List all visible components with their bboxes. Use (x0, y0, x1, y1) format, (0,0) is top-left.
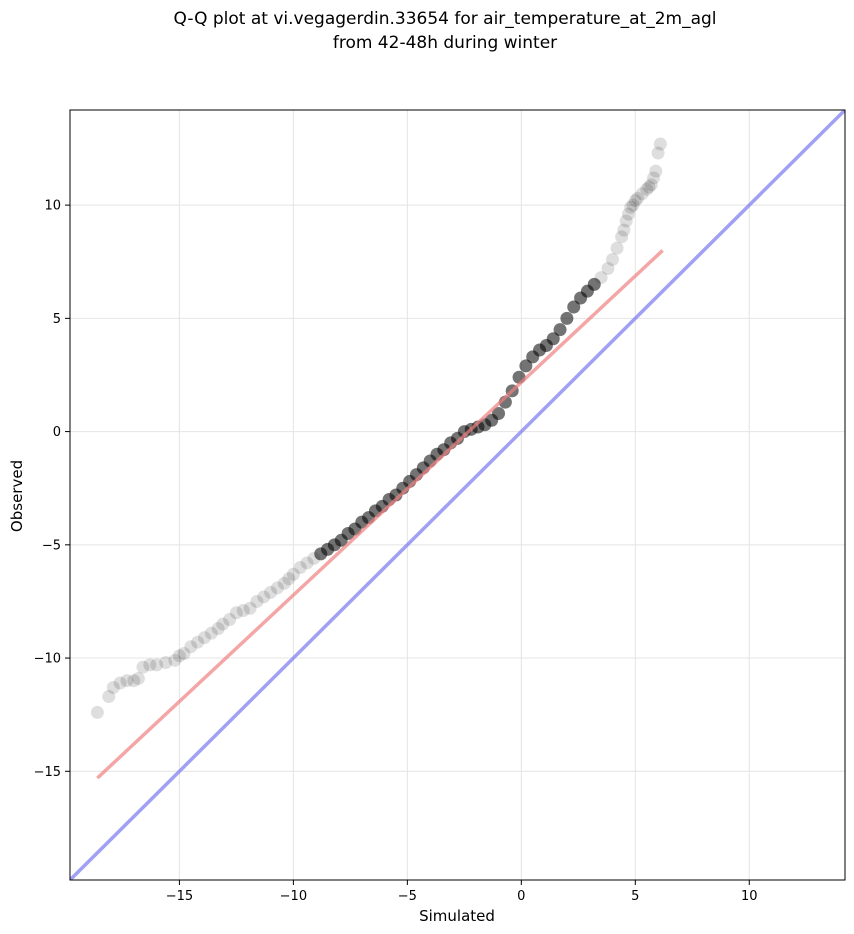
data-point (624, 200, 638, 214)
x-axis-label: Simulated (419, 907, 495, 925)
x-tick-label: −10 (280, 889, 307, 904)
data-point (553, 323, 567, 337)
data-point (567, 300, 581, 314)
data-point (243, 601, 257, 615)
data-point (264, 585, 278, 599)
data-point (229, 606, 243, 620)
data-point (172, 649, 186, 663)
data-point (619, 214, 633, 228)
data-point (168, 653, 182, 667)
data-point (106, 681, 120, 694)
data-point (136, 660, 150, 674)
data-point (211, 622, 225, 636)
data-point (216, 617, 230, 631)
data-point (594, 271, 608, 285)
data-point (120, 674, 134, 688)
data-point (628, 194, 642, 208)
y-axis-label: Observed (8, 460, 26, 532)
data-point (651, 146, 665, 160)
data-point (644, 178, 658, 192)
chart-title-line-2: from 42-48h during winter (333, 33, 557, 53)
data-point (587, 277, 601, 291)
y-tick-label: 10 (44, 199, 61, 214)
data-point (560, 311, 574, 325)
y-tick-label: −10 (34, 652, 61, 667)
plot-area (70, 110, 845, 880)
data-point (631, 191, 645, 205)
y-tick-label: −5 (42, 538, 61, 553)
data-point (204, 626, 218, 640)
data-point (647, 171, 661, 185)
data-point (131, 671, 145, 685)
data-point (250, 594, 264, 608)
x-tick-label: −5 (398, 889, 417, 904)
data-point (277, 576, 291, 590)
data-point (236, 604, 250, 617)
data-point (270, 581, 284, 595)
data-point (282, 572, 296, 586)
data-point (492, 406, 506, 420)
data-point (191, 635, 205, 649)
data-point (90, 705, 104, 719)
data-point (519, 359, 533, 373)
data-point (621, 207, 635, 221)
data-point (150, 658, 164, 672)
data-point (184, 640, 198, 654)
x-tick-label: 10 (741, 889, 758, 904)
fit-line (96, 249, 664, 780)
data-point (649, 164, 663, 178)
x-tick-label: −15 (166, 889, 193, 904)
data-point (615, 230, 629, 244)
data-point (177, 647, 191, 661)
data-point (300, 556, 314, 570)
data-point (293, 560, 307, 574)
y-axis-ticks: −15 −10 −5 0 5 10 (34, 199, 70, 780)
data-point (601, 262, 615, 276)
data-point (223, 613, 237, 627)
x-tick-label: 5 (631, 889, 639, 904)
data-point (610, 241, 624, 255)
x-tick-label: 0 (517, 889, 525, 904)
data-point (113, 676, 127, 690)
data-point (197, 631, 211, 645)
data-point (102, 690, 116, 704)
grid-lines (70, 110, 845, 880)
data-point (635, 187, 649, 201)
data-point (617, 223, 631, 237)
data-point (286, 567, 300, 581)
data-point (606, 252, 619, 266)
data-point (143, 658, 157, 672)
identity-line (70, 110, 845, 880)
y-tick-label: 0 (53, 425, 61, 440)
y-tick-label: −15 (34, 765, 61, 780)
data-point (642, 180, 656, 194)
data-points (90, 137, 667, 719)
data-point (127, 674, 141, 688)
y-tick-label: 5 (53, 312, 61, 327)
data-point (546, 332, 560, 346)
plot-frame (69, 109, 846, 881)
data-point (626, 198, 640, 212)
data-point (640, 182, 654, 196)
data-point (159, 656, 173, 670)
data-point (257, 590, 271, 604)
chart-title-line-1: Q-Q plot at vi.vegagerdin.33654 for air_… (173, 9, 716, 29)
x-axis-ticks: −15 −10 −5 0 5 10 (166, 880, 758, 904)
data-point (653, 137, 667, 151)
